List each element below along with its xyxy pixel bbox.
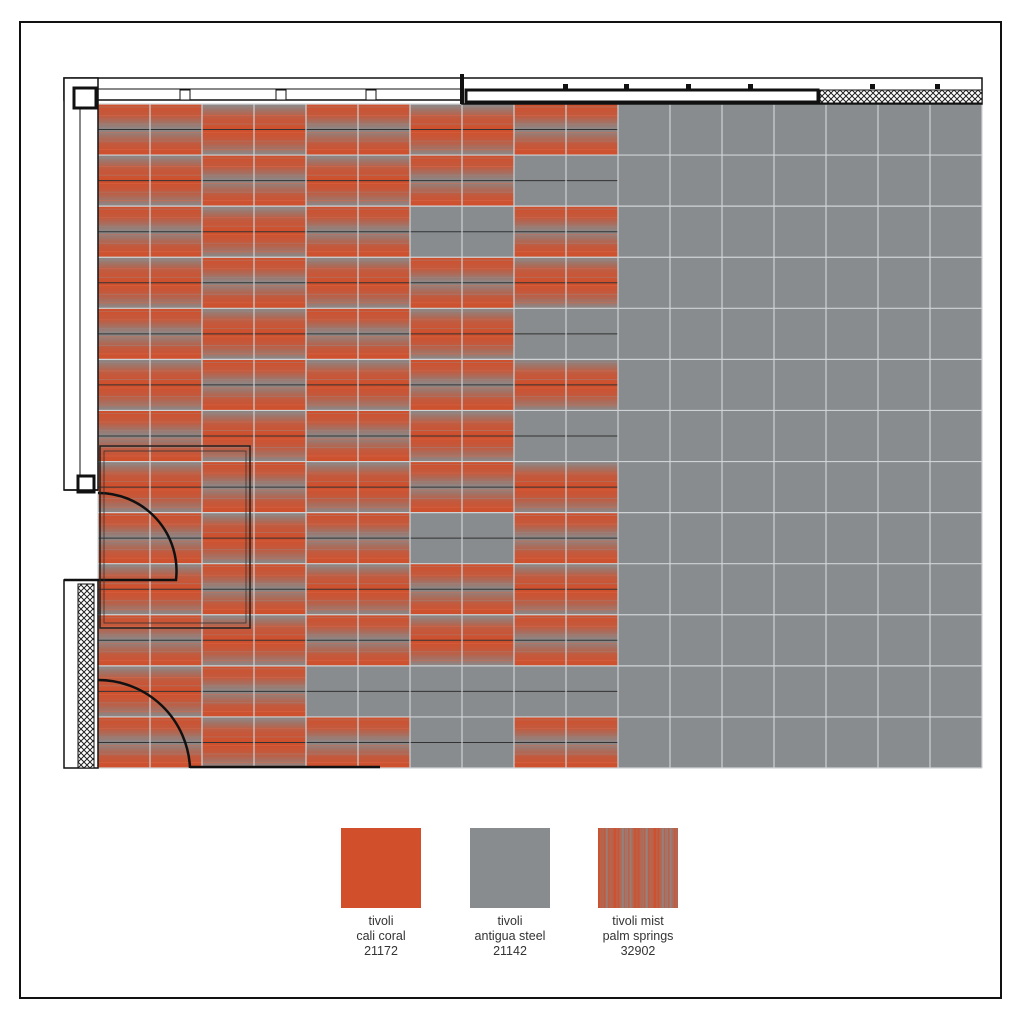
door-column — [76, 474, 96, 494]
mist-stripe — [642, 828, 644, 908]
mist-stripe — [604, 828, 606, 908]
mist-stripe — [598, 828, 600, 908]
mist-stripe — [644, 828, 646, 908]
window-bolt — [935, 84, 940, 89]
floor-tile-grid — [97, 103, 983, 769]
mist-stripe — [602, 828, 604, 908]
mist-stripe — [608, 828, 610, 908]
mullion — [365, 89, 377, 101]
left-wall — [63, 77, 99, 491]
rug-inner — [103, 450, 247, 624]
corner-column — [72, 86, 98, 110]
window-bolt — [563, 84, 568, 89]
rug-outline — [99, 445, 251, 629]
window-bolt — [686, 84, 691, 89]
swatch-antigua-steel — [470, 828, 550, 908]
swatch-palm-springs-stripes — [598, 828, 678, 908]
mist-stripe — [628, 828, 630, 908]
mist-stripe — [634, 828, 636, 908]
mist-stripe — [616, 828, 618, 908]
mist-stripe — [660, 828, 662, 908]
mist-stripe — [658, 828, 660, 908]
window-sill — [464, 88, 820, 104]
wall-post — [460, 74, 464, 104]
mist-stripe — [670, 828, 672, 908]
mist-stripe — [632, 828, 634, 908]
mist-stripe — [656, 828, 658, 908]
door-swing-upper — [97, 491, 178, 582]
legend-label-antigua-steel: tivoli antigua steel 21142 — [474, 914, 546, 958]
mist-stripe — [606, 828, 608, 908]
mist-stripe — [626, 828, 628, 908]
mist-stripe — [624, 828, 626, 908]
mist-stripe — [622, 828, 624, 908]
architecture-lines — [63, 74, 983, 769]
window-bolt — [870, 84, 875, 89]
mist-stripe — [652, 828, 654, 908]
legend-label-cali-coral: tivoli cali coral 21172 — [356, 914, 406, 958]
mist-stripe — [600, 828, 602, 908]
mist-stripe — [646, 828, 648, 908]
door-swing-lower — [97, 678, 192, 769]
legend-label-palm-springs: tivoli mist palm springs 32902 — [602, 914, 674, 958]
mist-stripe — [612, 828, 614, 908]
mist-stripe — [668, 828, 670, 908]
hatched-wall — [819, 89, 983, 104]
mullion — [179, 89, 191, 101]
mist-stripe — [654, 828, 656, 908]
mist-stripe — [662, 828, 664, 908]
mist-stripe — [630, 828, 632, 908]
mist-stripe — [666, 828, 668, 908]
mist-stripe — [618, 828, 620, 908]
mist-stripe — [638, 828, 640, 908]
mist-stripe — [614, 828, 616, 908]
swatch-cali-coral — [341, 828, 421, 908]
mist-stripe — [620, 828, 622, 908]
mist-stripe — [674, 828, 676, 908]
mist-stripe — [610, 828, 612, 908]
mist-stripe — [640, 828, 642, 908]
window-bolt — [624, 84, 629, 89]
mullion — [275, 89, 287, 101]
mist-stripe — [648, 828, 650, 908]
mist-stripe — [672, 828, 674, 908]
mist-stripe — [676, 828, 678, 908]
lower-left-hatch — [77, 583, 95, 769]
mist-stripe — [664, 828, 666, 908]
mist-stripe — [650, 828, 652, 908]
window-bolt — [748, 84, 753, 89]
mist-stripe — [636, 828, 638, 908]
